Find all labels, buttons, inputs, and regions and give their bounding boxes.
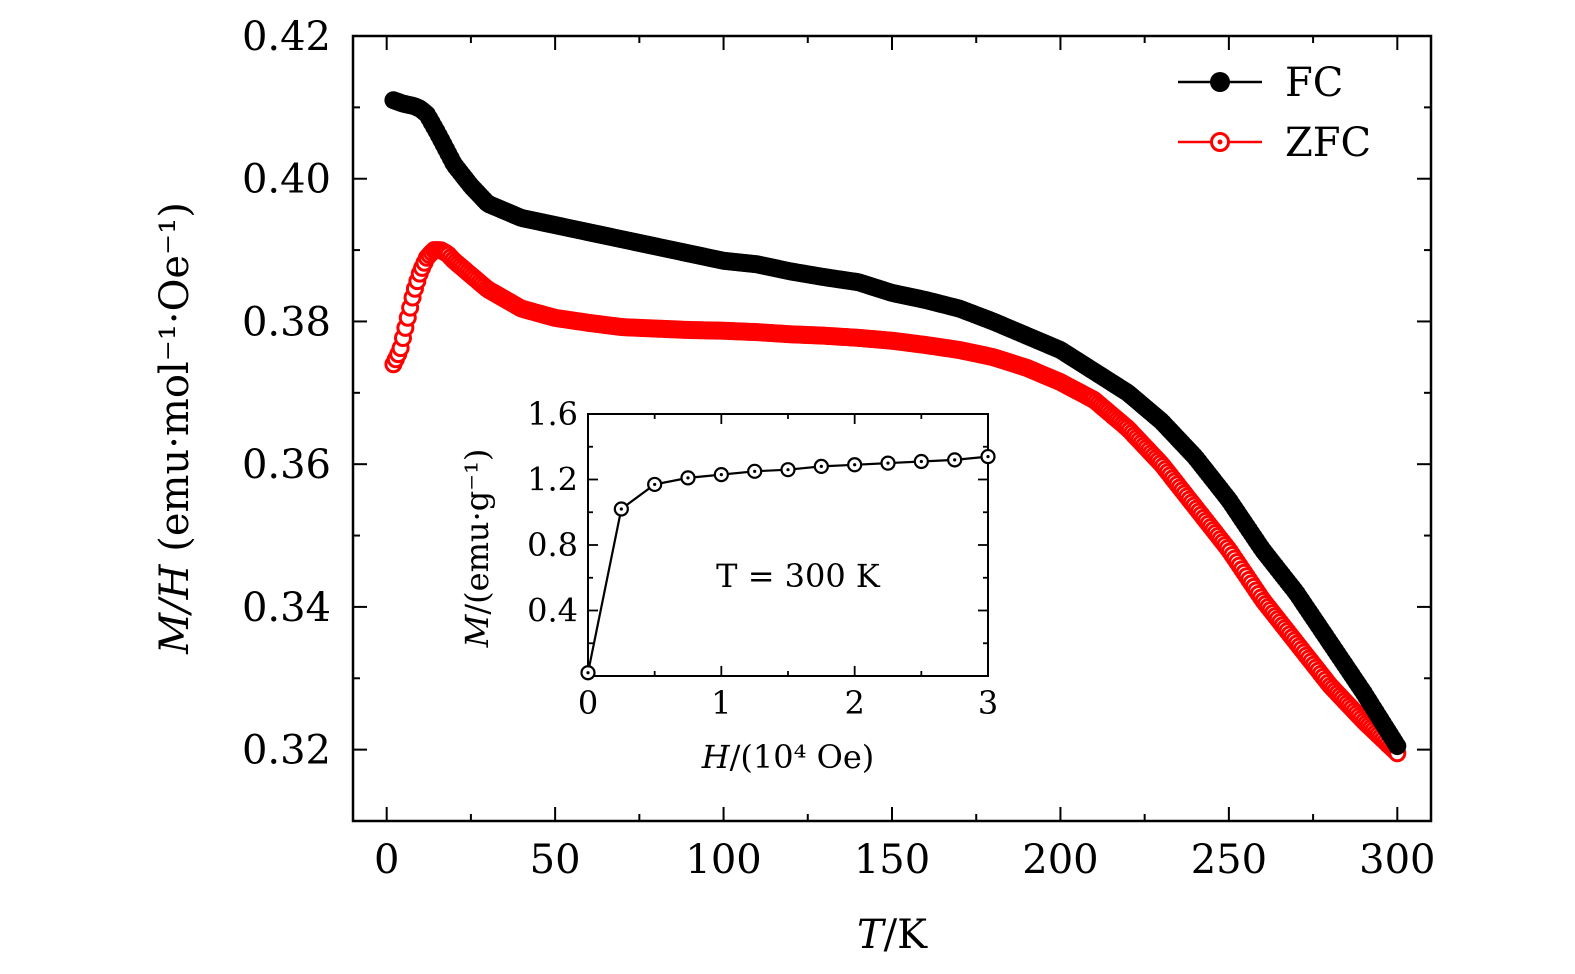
- inset-y-tick-label: 1.6: [527, 395, 578, 433]
- x-tick-label: 200: [1022, 837, 1098, 883]
- main-axis-ticks: 0 50 100 150 200 250 3000.320.340.360.380.400.…: [242, 14, 1436, 883]
- inset-annotation: T = 300 K: [716, 557, 881, 595]
- legend: FC ZFC: [1178, 60, 1371, 166]
- inset-point-center: [753, 469, 757, 473]
- inset-point-center: [853, 463, 857, 467]
- y-tick-label: 0.34: [242, 585, 331, 631]
- inset-point-center: [619, 507, 623, 511]
- x-tick-label: 300: [1359, 837, 1435, 883]
- y-tick-label: 0.40: [242, 157, 331, 203]
- x-axis-variable: T: [857, 912, 887, 958]
- inset-x-axis-title: H/(10⁴ Oe): [701, 738, 875, 776]
- y-tick-label: 0.38: [242, 299, 331, 345]
- inset-y-tick-label: 1.2: [527, 461, 578, 499]
- inset-x-tick-label: 1: [711, 684, 731, 722]
- inset-point-center: [686, 476, 690, 480]
- inset-y-axis-title: M/(emu·g⁻¹): [458, 449, 496, 649]
- x-tick-label: 100: [685, 837, 761, 883]
- inset-x-unit: /(10⁴ Oe): [730, 738, 875, 776]
- inset-point-center: [819, 464, 823, 468]
- inset-point-center: [786, 468, 790, 472]
- inset-y-tick-label: 0.4: [527, 592, 578, 630]
- y-tick-label: 0.42: [242, 14, 331, 60]
- y-tick-label: 0.32: [242, 728, 331, 774]
- y-axis-title: M/H (emu·mol⁻¹·Oe⁻¹): [152, 202, 198, 655]
- x-tick-label: 150: [854, 837, 930, 883]
- y-axis-unit: (emu·mol⁻¹·Oe⁻¹): [152, 202, 198, 564]
- y-axis-variable: M/H: [152, 563, 198, 654]
- inset-axis-ticks: 0 1 2 3 0.4 0.8 1.2 1.6: [527, 395, 998, 722]
- y-tick-label: 0.36: [242, 442, 331, 488]
- inset-point-center: [886, 461, 890, 465]
- inset-y-unit: /(emu·g⁻¹): [458, 449, 496, 615]
- fc-series: [384, 91, 1407, 756]
- inset-x-tick-label: 0: [578, 684, 598, 722]
- legend-fc-marker: [1210, 72, 1230, 92]
- x-tick-label: 250: [1191, 837, 1267, 883]
- x-axis-title: T/K: [857, 912, 928, 958]
- inset-point-center: [719, 472, 723, 477]
- inset-y-variable: M: [458, 613, 496, 648]
- legend-zfc-label: ZFC: [1285, 120, 1371, 166]
- x-axis-unit: /K: [884, 912, 928, 958]
- inset-y-tick-label: 0.8: [527, 526, 578, 564]
- inset-point-center: [986, 454, 990, 459]
- inset-x-variable: H: [701, 738, 731, 776]
- inset-plot-frame: [587, 413, 989, 677]
- inset-point-center: [586, 671, 590, 675]
- x-tick-label: 0: [374, 837, 399, 883]
- inset-mh-series: [580, 448, 996, 681]
- fc-point: [1388, 737, 1407, 756]
- inset-point-center: [653, 482, 657, 487]
- inset-x-tick-label: 2: [844, 684, 864, 722]
- legend-fc-label: FC: [1285, 60, 1343, 106]
- legend-zfc-marker-dot: [1217, 139, 1223, 145]
- inset-x-tick-label: 3: [978, 684, 998, 722]
- inset-point-center: [953, 458, 957, 462]
- x-tick-label: 50: [530, 837, 581, 883]
- zfc-series: [384, 241, 1407, 763]
- inset-point-center: [919, 459, 923, 464]
